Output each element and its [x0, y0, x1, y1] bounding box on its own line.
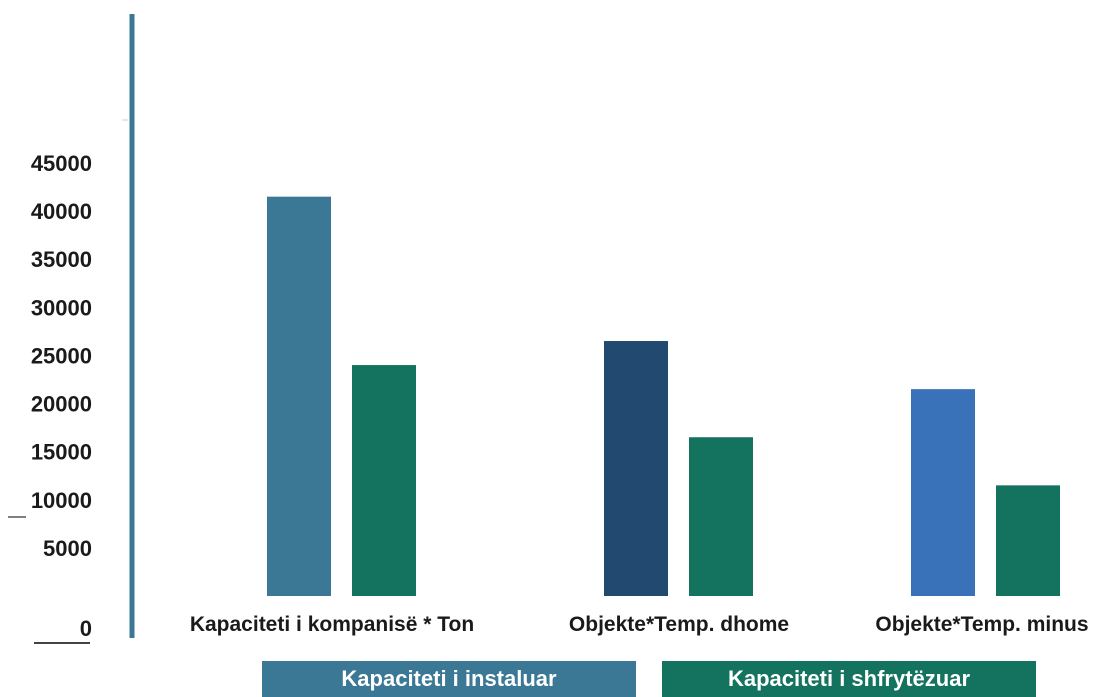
bar-utilized-2 — [996, 485, 1060, 596]
category-label: Objekte*Temp. dhome — [569, 613, 789, 636]
legend-item-utilized: Kapaciteti i shfrytëzuar — [662, 661, 1036, 697]
category-label: Kapaciteti i kompanisë * Ton — [190, 613, 474, 636]
category-label: Objekte*Temp. minus — [875, 613, 1088, 636]
legend-item-installed: Kapaciteti i instaluar — [262, 661, 636, 697]
y-tick-label: 40000 — [31, 199, 92, 224]
bar-installed-1 — [604, 341, 668, 596]
y-tick-label: 10000 — [31, 488, 92, 513]
y-tick-label: 15000 — [31, 440, 92, 465]
y-tick-label: 5000 — [43, 536, 92, 561]
y-tick-label: 25000 — [31, 343, 92, 368]
y-tick-label: 0 — [80, 616, 92, 641]
bar-utilized-1 — [689, 437, 753, 596]
y-tick-label: 35000 — [31, 247, 92, 272]
y-tick-label: 20000 — [31, 392, 92, 417]
bar-installed-2 — [911, 389, 975, 596]
category-labels: Kapaciteti i kompanisë * Ton Objekte*Temp… — [190, 613, 1089, 636]
y-tick-labels: 45000 40000 35000 30000 25000 20000 15000 10000… — [31, 151, 92, 641]
bar-utilized-0 — [352, 365, 416, 596]
y-tick-label: 45000 — [31, 151, 92, 176]
axis-layer — [8, 14, 135, 644]
y-tick-label: 30000 — [31, 295, 92, 320]
bar-installed-0 — [267, 196, 331, 596]
bars — [267, 196, 1060, 596]
